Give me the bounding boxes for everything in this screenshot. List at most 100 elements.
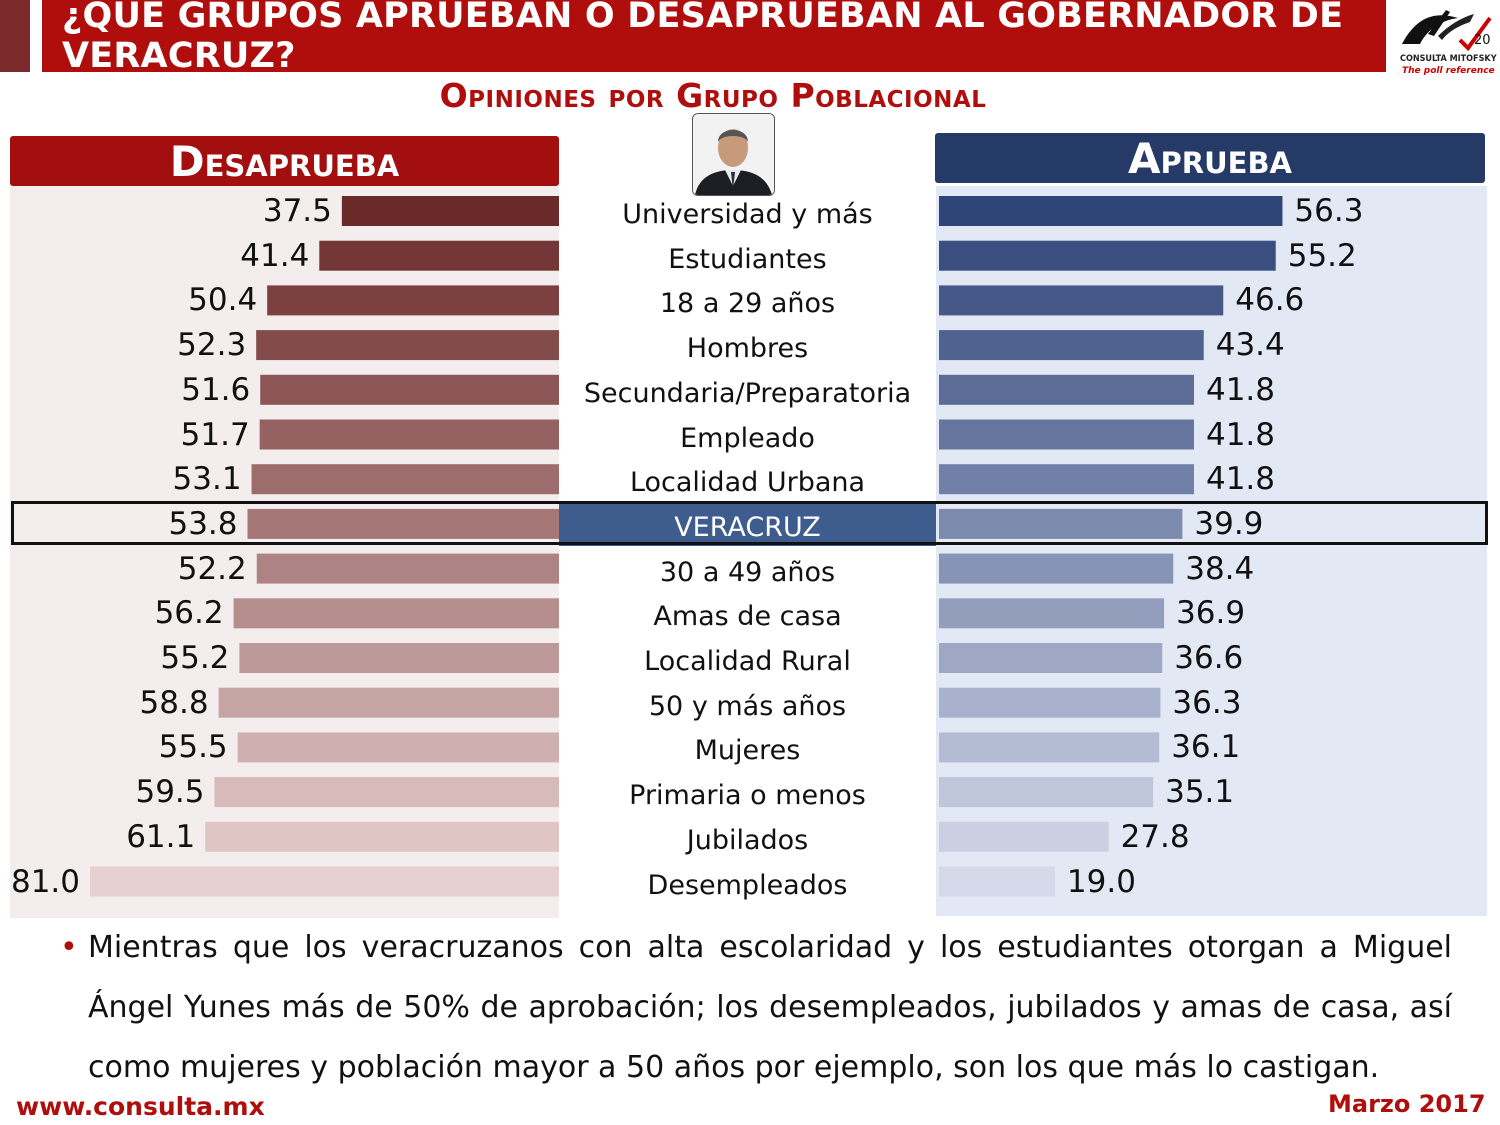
category-label: Primaria o menos: [629, 780, 866, 812]
bar-approve: [939, 687, 1161, 718]
logo-brand: CONSULTA MITOFSKY: [1400, 54, 1497, 64]
value-label-disapprove: 81.0: [10, 863, 81, 900]
value-label-approve: 43.4: [1215, 327, 1285, 364]
bar-disapprove: [214, 777, 559, 808]
bar-disapprove: [319, 240, 559, 271]
bar-disapprove: [237, 732, 559, 763]
bar-disapprove: [233, 598, 560, 629]
disapprove-header: Desaprueba: [10, 136, 559, 186]
bar-disapprove: [251, 464, 559, 495]
value-label-disapprove: 53.8: [168, 505, 238, 542]
value-label-approve: 41.8: [1205, 416, 1275, 453]
value-label-disapprove: 52.2: [177, 550, 247, 587]
value-label-approve: 36.3: [1172, 684, 1242, 721]
bar-approve: [939, 866, 1055, 897]
category-label: Mujeres: [694, 735, 801, 767]
category-label: Desempleados: [647, 869, 848, 901]
category-label: Jubilados: [686, 824, 809, 856]
value-label-approve: 27.8: [1120, 818, 1190, 855]
bar-disapprove: [218, 687, 559, 718]
value-label-disapprove: 51.6: [181, 371, 251, 408]
bar-approve: [939, 240, 1276, 271]
value-label-approve: 39.9: [1194, 505, 1264, 542]
category-label: Amas de casa: [653, 601, 842, 633]
value-label-disapprove: 41.4: [240, 237, 310, 274]
bar-approve: [939, 464, 1194, 495]
bullet-text: Mientras que los veracruzanos con alta e…: [88, 930, 1452, 1085]
page-title-text: ¿QUÉ GRUPOS APRUEBAN O DESAPRUEBAN AL GO…: [62, 0, 1344, 76]
value-label-approve: 36.9: [1176, 595, 1246, 632]
bar-approve: [939, 330, 1204, 361]
value-label-approve: 19.0: [1066, 863, 1136, 900]
value-label-approve: 35.1: [1165, 774, 1235, 811]
category-label: Universidad y más: [622, 199, 873, 230]
value-label-disapprove: 50.4: [188, 282, 258, 319]
portrait-icon: [693, 114, 774, 195]
category-label: Empleado: [680, 422, 815, 454]
category-label: 50 y más años: [648, 690, 847, 722]
bar-disapprove: [267, 285, 559, 316]
value-label-disapprove: 58.8: [139, 684, 209, 721]
category-label: Hombres: [686, 333, 809, 365]
bar-disapprove: [341, 196, 559, 226]
bar-approve: [939, 821, 1109, 852]
value-label-disapprove: 51.7: [180, 416, 250, 453]
bar-disapprove: [259, 419, 559, 450]
value-label-disapprove: 55.2: [160, 640, 230, 676]
website-link[interactable]: www.consulta.mx: [16, 1092, 265, 1121]
bar-approve: [939, 374, 1194, 405]
title-accent: [0, 0, 30, 72]
logo-mark-icon: 20: [1402, 10, 1492, 52]
bar-disapprove: [90, 866, 559, 897]
bar-approve: [939, 196, 1283, 226]
value-label-approve: 38.4: [1185, 550, 1255, 587]
category-label: 18 a 29 años: [659, 288, 836, 320]
category-label: VERACRUZ: [674, 511, 821, 543]
bar-disapprove: [239, 643, 559, 673]
value-label-disapprove: 59.5: [135, 774, 205, 811]
value-label-approve: 56.3: [1294, 193, 1364, 229]
logo-tagline: The poll reference: [1402, 66, 1495, 76]
value-label-approve: 36.6: [1174, 640, 1244, 676]
bar-disapprove: [256, 330, 559, 361]
bar-disapprove: [260, 374, 559, 405]
category-label: Localidad Rural: [644, 646, 851, 677]
value-label-disapprove: 61.1: [126, 818, 196, 855]
value-label-disapprove: 52.3: [177, 327, 247, 364]
bar-approve: [939, 598, 1165, 629]
highlight-row-frame: [11, 501, 1488, 545]
bar-approve: [939, 777, 1154, 808]
bullet-icon: •: [60, 930, 78, 965]
value-label-approve: 41.8: [1205, 371, 1275, 408]
bar-approve: [939, 419, 1194, 450]
value-label-approve: 36.1: [1171, 729, 1241, 766]
category-label: Estudiantes: [668, 243, 827, 275]
bar-approve: [939, 732, 1160, 763]
category-label: 30 a 49 años: [659, 556, 836, 588]
highlight-band: [559, 502, 936, 546]
approve-header: Aprueba: [935, 133, 1485, 183]
bar-disapprove: [247, 508, 560, 539]
value-label-disapprove: 55.5: [158, 729, 228, 766]
page-title: ¿QUÉ GRUPOS APRUEBAN O DESAPRUEBAN AL GO…: [42, 0, 1386, 76]
value-label-disapprove: 56.2: [154, 595, 224, 632]
value-label-approve: 46.6: [1235, 282, 1305, 319]
value-label-disapprove: 37.5: [262, 193, 332, 229]
chart-subtitle: Opiniones por Grupo Poblacional: [439, 76, 987, 115]
bar-approve: [939, 553, 1174, 584]
governor-photo: [692, 113, 775, 196]
logo: 20 CONSULTA MITOFSKY The poll reference: [1398, 4, 1498, 80]
value-label-approve: 55.2: [1287, 237, 1357, 274]
value-label-disapprove: 53.1: [172, 461, 242, 498]
report-date: Marzo 2017: [1328, 1090, 1486, 1118]
bar-approve: [939, 643, 1163, 673]
bar-disapprove: [256, 553, 559, 584]
svg-text:20: 20: [1474, 33, 1491, 48]
bar-approve: [939, 508, 1183, 539]
bullet-note: • Mientras que los veracruzanos con alta…: [60, 918, 1452, 1098]
category-label: Localidad Urbana: [629, 467, 866, 499]
category-label: Secundaria/Preparatoria: [583, 377, 912, 409]
value-label-approve: 41.8: [1205, 461, 1275, 498]
bar-approve: [939, 285, 1224, 316]
